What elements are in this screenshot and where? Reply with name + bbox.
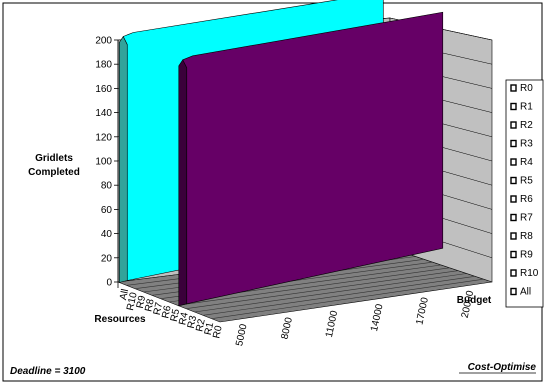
legend-swatch: [510, 84, 517, 92]
legend-entry: R5: [520, 176, 533, 187]
data-panels: [118, 0, 444, 307]
budget-tick-label: 8000: [280, 316, 295, 340]
panel-face-r4: [182, 11, 444, 305]
legend-entry: R6: [520, 194, 533, 205]
resource-tick-label: R4: [177, 311, 191, 326]
y-axis-label-line2: Completed: [28, 167, 80, 178]
legend-swatch: [510, 102, 517, 111]
y-tick-label: 160: [95, 84, 112, 95]
legend-entry: R9: [520, 250, 533, 261]
y-tick-label: 200: [95, 36, 112, 47]
legend-entry: R7: [520, 213, 533, 224]
y-tick-label: 100: [95, 157, 112, 168]
resource-tick-label: R10: [125, 291, 140, 312]
legend-swatch: [510, 139, 517, 148]
resource-tick-label: R2: [194, 318, 208, 333]
legend-swatch: [510, 158, 517, 166]
legend-entry: R10: [520, 268, 539, 279]
resource-tick-label: R1: [203, 321, 217, 336]
y-tick-label: 120: [95, 132, 112, 143]
legend-swatch: [510, 176, 517, 185]
legend-entry: R0: [520, 83, 533, 94]
strategy-note: Cost-Optimise: [468, 362, 537, 373]
legend-swatch: [510, 121, 517, 129]
y-tick-label: 180: [95, 60, 112, 71]
y-tick-label: 20: [101, 253, 113, 264]
legend-entry: All: [520, 287, 531, 298]
legend-swatch: [510, 269, 517, 277]
legend-swatch: [510, 250, 517, 259]
resource-tick-label: R0: [211, 324, 225, 339]
legend-entry: R4: [520, 157, 533, 168]
legend-swatch: [510, 287, 517, 296]
floor-line: [211, 278, 484, 319]
y-tick-label: 40: [101, 229, 113, 240]
floor-line: [202, 276, 476, 316]
resource-tick-label: R6: [160, 304, 174, 319]
y-tick-label: 80: [101, 181, 113, 192]
floor-line: [185, 270, 459, 309]
legend: R0 R1 R2 R3 R4 R5 R6 R7 R8 R9 R10 All: [510, 83, 539, 298]
y-tick-label: 60: [101, 205, 113, 216]
y-tick-label: 140: [95, 108, 112, 119]
x-axis-label: Resources: [94, 314, 146, 325]
floor-line: [194, 273, 467, 313]
resource-tick-label: All: [118, 288, 131, 301]
resource-tick-label: R7: [152, 301, 166, 316]
resource-tick-label: R3: [186, 314, 200, 329]
y-axis-label-line1: Gridlets: [35, 153, 73, 164]
deadline-note: Deadline = 3100: [10, 366, 86, 377]
legend-entry: R2: [520, 120, 533, 131]
budget-tick-label: 5000: [234, 323, 249, 347]
legend-swatch: [510, 195, 517, 203]
resource-tick-label: R9: [135, 294, 149, 309]
resource-tick-label: R5: [169, 308, 183, 323]
legend-entry: R3: [520, 139, 533, 150]
legend-swatch: [510, 232, 517, 240]
panel-side-r4: [178, 59, 188, 307]
resource-tick-label: R8: [143, 298, 157, 313]
panel-side-all: [118, 35, 128, 283]
floor-line: [177, 267, 450, 306]
legend-swatch: [510, 213, 517, 222]
legend-box: [505, 79, 544, 308]
y-ticks: 0 20 40 60 80 100 120 140 160 180 200: [95, 36, 118, 289]
legend-entry: R1: [520, 102, 533, 113]
z-axis-label: Budget: [457, 295, 492, 306]
legend-entry: R8: [520, 231, 533, 242]
y-tick-label: 0: [106, 278, 112, 289]
